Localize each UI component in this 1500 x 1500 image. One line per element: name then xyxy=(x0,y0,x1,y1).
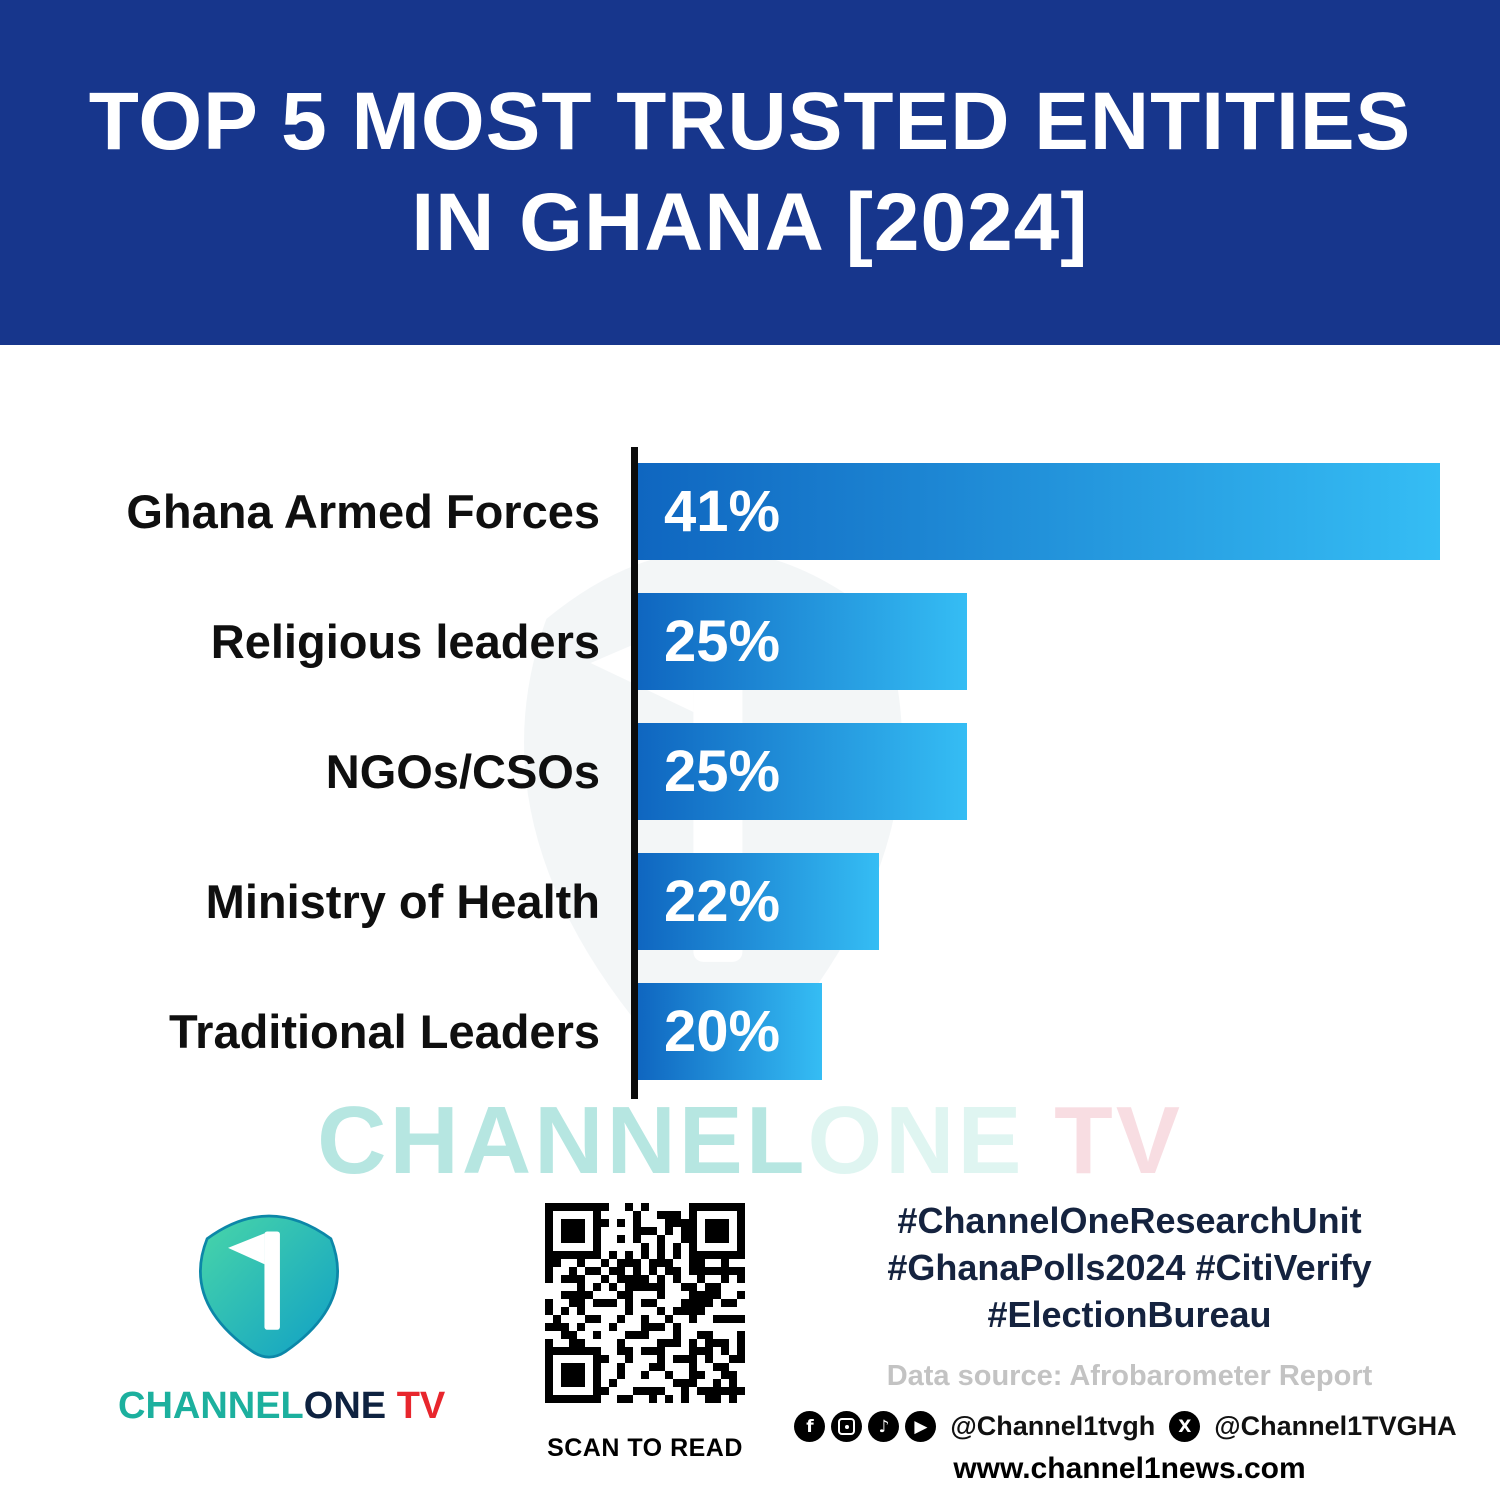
footer-info-block: #ChannelOneResearchUnit #GhanaPolls2024 … xyxy=(794,1198,1457,1486)
qr-caption: SCAN TO READ xyxy=(547,1434,743,1462)
hashtag-line-3: #ElectionBureau xyxy=(987,1293,1272,1335)
website-url: www.channel1news.com xyxy=(953,1452,1306,1486)
chart-axis xyxy=(631,447,638,1099)
x-icon: X xyxy=(1169,1411,1201,1443)
hashtag-line-1: #ChannelOneResearchUnit xyxy=(897,1200,1362,1241)
bar: 22% xyxy=(638,853,879,950)
bar: 41% xyxy=(638,463,1440,560)
bar-label: Religious leaders xyxy=(210,615,600,668)
bar: 20% xyxy=(638,983,823,1080)
bar-value-label: 22% xyxy=(664,869,781,934)
wordmark-channel: CHANNEL xyxy=(118,1385,304,1427)
bar-value-label: 25% xyxy=(664,739,781,804)
data-source-note: Data source: Afrobarometer Report xyxy=(886,1360,1373,1393)
channel-one-wordmark: CHANNELONE TV xyxy=(118,1385,445,1428)
bar-label: Ministry of Health xyxy=(205,875,600,928)
page-title-line-1: TOP 5 MOST TRUSTED ENTITIES xyxy=(88,76,1412,168)
bar-labels: Ghana Armed Forces Religious leaders NGOs/… xyxy=(0,447,600,1099)
social-row: f ♪ ▶ @Channel1tvgh X @Channel1TVGHA xyxy=(794,1411,1457,1443)
instagram-icon xyxy=(831,1411,863,1443)
youtube-icon: ▶ xyxy=(905,1411,937,1443)
wordmark-one: ONE xyxy=(303,1385,387,1427)
channel-one-logo xyxy=(199,1214,339,1359)
watermark-part-1: CHANNEL xyxy=(317,1087,808,1194)
watermark-part-3: TV xyxy=(1024,1087,1183,1194)
bar-label: Ghana Armed Forces xyxy=(126,485,600,538)
watermark-part-2: ONE xyxy=(807,1087,1025,1194)
channel-one-watermark: CHANNELONE TV xyxy=(0,1086,1500,1196)
bar: 25% xyxy=(638,593,967,690)
wordmark-tv: TV xyxy=(386,1385,446,1427)
bar-value-label: 20% xyxy=(664,999,781,1064)
bar: 25% xyxy=(638,723,967,820)
page-title-line-2: IN GHANA [2024] xyxy=(411,176,1089,268)
tiktok-icon: ♪ xyxy=(868,1411,900,1443)
bar-value-label: 41% xyxy=(664,479,781,544)
hashtag-line-2: #GhanaPolls2024 #CitiVerify xyxy=(887,1246,1372,1288)
bar-label: NGOs/CSOs xyxy=(325,745,600,798)
header-banner: TOP 5 MOST TRUSTED ENTITIES IN GHANA [20… xyxy=(0,0,1500,345)
bar-rows: 41% 25% 25% 22% 20% xyxy=(638,447,1440,1099)
social-handle-x: @Channel1TVGHA xyxy=(1214,1411,1457,1442)
bar-label: Traditional Leaders xyxy=(169,1005,600,1058)
bar-value-label: 25% xyxy=(664,609,781,674)
qr-code xyxy=(545,1203,745,1403)
facebook-icon: f xyxy=(794,1411,826,1443)
social-handle-primary: @Channel1tvgh xyxy=(950,1411,1156,1442)
